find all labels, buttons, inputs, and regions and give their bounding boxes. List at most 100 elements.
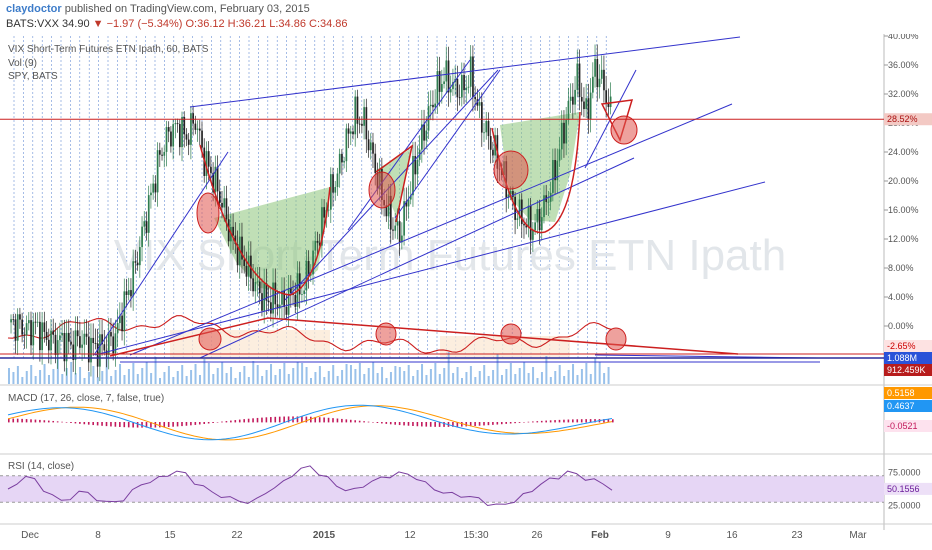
legend-rsi[interactable]: RSI (14, close) <box>8 461 75 472</box>
legend-macd[interactable]: MACD (17, 26, close, 7, false, true) <box>8 393 165 404</box>
candle-body <box>174 123 177 125</box>
candle-body <box>172 124 175 147</box>
volume-bar <box>101 371 104 384</box>
volume-bar <box>576 375 579 384</box>
candle-body <box>36 321 39 323</box>
macd-histogram-bar <box>159 422 161 428</box>
candle-body <box>121 315 123 332</box>
annotations-front[interactable] <box>93 36 820 363</box>
macd-histogram-bar <box>465 422 468 427</box>
candle-body <box>523 224 525 226</box>
quote-line: BATS:VXX 34.90 ▼ −1.97 (−5.34%) O:36.12 … <box>6 18 348 30</box>
macd-histogram-bar <box>349 419 352 423</box>
candle-body <box>536 209 539 223</box>
candle-body <box>150 192 152 196</box>
volume-bar <box>212 374 215 384</box>
candle-body <box>72 344 75 361</box>
macd-histogram-bar <box>65 422 68 423</box>
candle-body <box>392 229 394 231</box>
macd-histogram-bar <box>478 422 481 426</box>
symbol[interactable]: BATS:VXX <box>6 18 59 30</box>
publisher-name[interactable]: claydoctor <box>6 3 62 15</box>
candle-body <box>485 121 488 133</box>
volume-bar <box>589 374 592 384</box>
macd-flag-1-bg <box>884 387 932 399</box>
candle-body <box>467 86 470 88</box>
candle-body <box>529 205 532 240</box>
macd-histogram-bar <box>514 422 516 424</box>
volume-bar <box>416 370 419 384</box>
candle-body <box>349 131 352 134</box>
legend-spy[interactable]: SPY, BATS <box>8 71 58 82</box>
trendline <box>199 157 635 359</box>
candle-body <box>589 92 592 120</box>
green-wedge-2 <box>500 112 580 222</box>
candle-body <box>56 340 59 355</box>
candle-body <box>92 337 95 344</box>
candle-body <box>16 314 19 341</box>
volume-bar <box>349 365 352 384</box>
time-tick-label: 2015 <box>313 530 336 541</box>
candle-body <box>605 90 608 103</box>
macd-histogram-bar <box>181 422 183 427</box>
volume-bar <box>523 362 526 384</box>
candle-body <box>441 84 443 92</box>
candle-body <box>205 151 208 176</box>
legend-main[interactable]: VIX Short-Term Futures ETN Ipath, 60, BA… <box>8 44 209 55</box>
candle-body <box>190 113 192 145</box>
macd-histogram-bar <box>105 422 108 427</box>
candle-body <box>216 166 219 192</box>
volume-bar <box>238 372 241 384</box>
macd-histogram-bar <box>381 422 383 424</box>
candle-body <box>270 302 272 314</box>
candle-body <box>583 101 585 110</box>
volume-bar <box>505 369 508 384</box>
macd-histogram-bar <box>389 422 392 425</box>
macd-histogram-bar <box>212 422 214 423</box>
macd-histogram-bar <box>554 420 556 423</box>
candle-body <box>285 306 288 315</box>
candle-body <box>409 195 412 200</box>
legend-vol[interactable]: Vol (9) <box>8 58 37 69</box>
candle-body <box>556 160 559 181</box>
time-axis: Dec 8 15 22 2015 12 15:30 26 Feb 9 16 23 Mar <box>21 530 867 541</box>
candle-body <box>452 82 454 90</box>
volume-bar <box>580 369 583 384</box>
candle-body <box>532 230 534 240</box>
macd-histogram-bar <box>567 419 570 423</box>
price-tick-label: 40.00% <box>888 31 919 41</box>
volume-bar <box>274 375 277 384</box>
macd-histogram-bar <box>261 417 263 423</box>
candle-body <box>47 339 50 351</box>
candle-body <box>227 219 230 242</box>
candle-body <box>592 76 594 93</box>
volume-bar <box>487 376 490 384</box>
volume-bar <box>469 366 472 384</box>
volume-bar <box>283 363 286 384</box>
trendline <box>93 151 229 356</box>
volume-bar <box>305 367 308 384</box>
candle-body <box>201 130 203 148</box>
candle-body <box>354 96 357 135</box>
candle-body <box>178 124 181 148</box>
time-tick-label: 15 <box>164 530 176 541</box>
volume-bar <box>296 362 299 384</box>
candle-body <box>167 127 170 132</box>
candle-body <box>338 153 341 174</box>
candle-body <box>480 102 483 133</box>
candle-body <box>221 202 223 208</box>
macd-histogram-bar <box>487 422 490 426</box>
macd-histogram-bar <box>167 422 170 427</box>
volume-bar <box>74 373 77 384</box>
volume-bar <box>332 365 335 384</box>
candle-body <box>554 160 556 181</box>
candle-body <box>600 69 603 79</box>
candle-body <box>543 195 545 218</box>
volume-bar <box>61 374 64 384</box>
candle-body <box>365 107 368 140</box>
macd-histogram-bar <box>25 419 28 423</box>
macd-panel: 0.5158 0.4637 -0.0521 <box>0 384 932 455</box>
candle-body <box>105 350 108 355</box>
volume-bar <box>34 376 37 384</box>
